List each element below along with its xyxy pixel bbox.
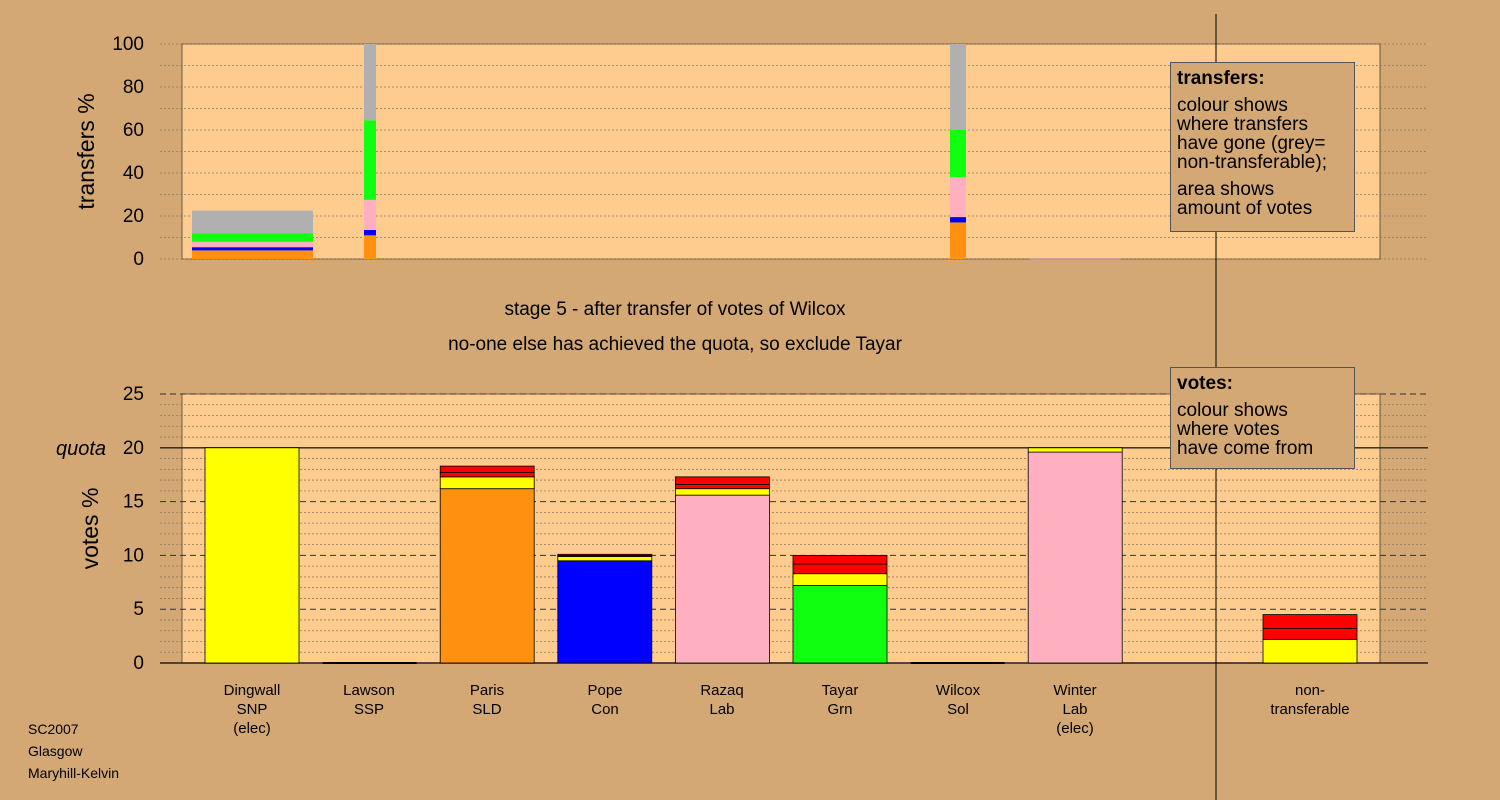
votes-y-tick-label: 15 xyxy=(123,492,144,513)
votes-y-tick-label: 0 xyxy=(133,653,144,674)
candidate-label-lawson: Lawson SSP xyxy=(343,682,395,718)
votes-y-tick-label: 10 xyxy=(123,545,144,566)
vote-segment-dingwall-snp xyxy=(204,447,300,664)
transfer-segment-dingwall-con xyxy=(192,247,313,251)
transfer-segment-wilcox-con xyxy=(950,217,966,223)
transfers-y-tick-label: 40 xyxy=(123,163,144,184)
vote-segment-tayar-grn xyxy=(792,585,888,664)
transfers-legend-line: have gone (grey= xyxy=(1177,133,1326,154)
transfer-segment-dingwall-sld xyxy=(192,250,313,259)
transfers-y-tick-label: 20 xyxy=(123,206,144,227)
stage-heading: stage 5 - after transfer of votes of Wil… xyxy=(504,299,846,320)
candidate-label-winter: Winter Lab (elec) xyxy=(1053,682,1097,737)
vote-segment-razaq-lab xyxy=(675,494,770,664)
vote-segment-pope-sol xyxy=(557,553,653,556)
transfer-segment-dingwall-lab xyxy=(192,241,313,248)
vote-segment-pope-con xyxy=(557,560,653,664)
transfers-y-tick-label: 100 xyxy=(112,34,144,55)
votes-y-tick-label: 25 xyxy=(123,384,144,405)
votes-legend-line: where votes xyxy=(1177,419,1280,440)
vote-segment-razaq-ssp xyxy=(675,483,770,490)
votes-y-axis-label: votes % xyxy=(77,488,103,570)
vote-segment-winter-lab xyxy=(1027,451,1123,664)
vote-segment-paris-sol xyxy=(439,465,535,473)
transfer-segment-wilcox-lab xyxy=(950,177,966,218)
transfer-segment-dingwall-grn xyxy=(192,233,313,242)
vote-segment-tayar-snp xyxy=(792,573,888,586)
vote-segment-non-transferable-snp xyxy=(1262,638,1358,664)
votes-y-tick-label: 20 xyxy=(123,438,144,459)
candidate-label-tayar: Tayar Grn xyxy=(821,682,859,718)
transfers-legend-line: amount of votes xyxy=(1177,198,1313,219)
transfers-y-axis-label: transfers % xyxy=(73,93,99,209)
transfer-segment-wilcox-sld xyxy=(950,222,966,259)
votes-y-tick-label: 5 xyxy=(133,599,144,620)
vote-segment-non-transferable-ssp xyxy=(1262,628,1358,640)
candidate-label-pope: Pope Con xyxy=(587,682,623,718)
candidate-label-razaq: Razaq Lab xyxy=(700,682,744,718)
transfer-segment-dingwall-non-transferable xyxy=(192,210,313,234)
transfer-segment-lawson-lab xyxy=(364,199,376,230)
footer-constituency: Maryhill-Kelvin xyxy=(28,765,120,781)
transfers-y-tick-label: 60 xyxy=(123,120,144,141)
quota-label: quota xyxy=(56,438,106,460)
vote-segment-tayar-ssp xyxy=(792,563,888,575)
votes-legend-line: have come from xyxy=(1177,438,1314,459)
votes-legend-box: votes: colour shows where votes have com… xyxy=(1170,367,1355,469)
footer-election: SC2007 xyxy=(28,721,79,737)
transfer-segment-lawson-non-transferable xyxy=(364,44,376,121)
transfers-legend-line: area shows xyxy=(1177,179,1275,200)
transfer-segment-wilcox-non-transferable xyxy=(950,44,966,130)
candidate-label-wilcox: Wilcox Sol xyxy=(935,682,981,718)
vote-segment-non-transferable-sol xyxy=(1262,614,1358,629)
constituency-footer: SC2007 Glasgow Maryhill-Kelvin xyxy=(28,718,119,784)
candidate-label-dingwall: Dingwall SNP (elec) xyxy=(223,682,281,737)
transfers-legend-line: where transfers xyxy=(1177,114,1308,135)
vote-segment-paris-snp xyxy=(439,476,535,490)
vote-segment-tayar-sol xyxy=(792,555,888,565)
transfers-legend-line: non-transferable); xyxy=(1177,152,1327,173)
vote-segment-pope-snp xyxy=(557,556,653,562)
non-transferable-label: non-transferable xyxy=(1270,682,1350,718)
vote-segment-paris-sld xyxy=(439,488,535,664)
transfer-segment-lawson-con xyxy=(364,229,376,236)
vote-segment-razaq-sol xyxy=(675,476,770,485)
transfer-segment-lawson-grn xyxy=(364,120,376,200)
votes-legend-line: colour shows xyxy=(1177,400,1288,421)
candidate-label-paris: Paris SLD xyxy=(469,682,505,718)
vote-segment-paris-ssp xyxy=(439,472,535,478)
transfers-legend-box: transfers: colour shows where transfers … xyxy=(1170,62,1355,232)
transfers-legend-line: colour shows xyxy=(1177,95,1288,116)
stage-decision: no-one else has achieved the quota, so e… xyxy=(448,334,902,355)
transfer-segment-wilcox-grn xyxy=(950,130,966,178)
transfers-y-tick-label: 0 xyxy=(133,249,144,270)
transfers-y-tick-label: 80 xyxy=(123,77,144,98)
transfers-legend-title: transfers: xyxy=(1177,68,1265,89)
vote-segment-winter-snp xyxy=(1027,447,1123,453)
vote-segment-razaq-snp xyxy=(675,488,770,496)
votes-legend-title: votes: xyxy=(1177,373,1233,394)
footer-region: Glasgow xyxy=(28,743,83,759)
transfer-segment-lawson-sld xyxy=(364,235,376,259)
